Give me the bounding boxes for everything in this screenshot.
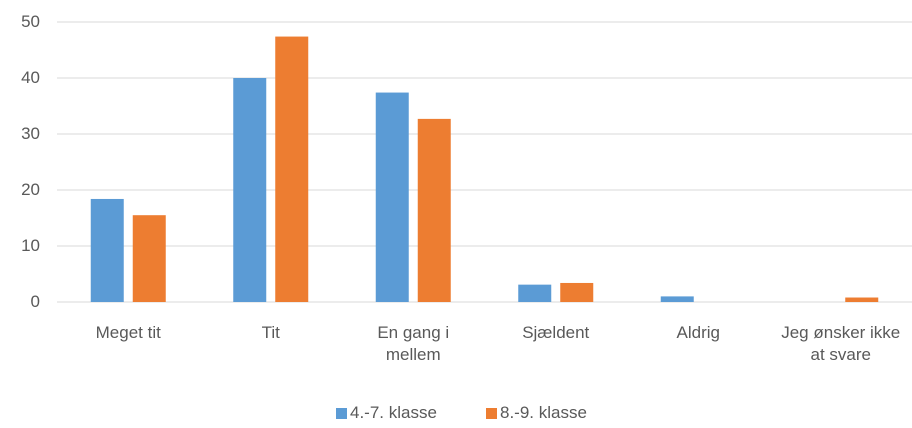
y-tick-label: 0 [30, 292, 40, 311]
y-tick-label: 50 [21, 12, 40, 31]
legend-swatch [336, 408, 347, 419]
y-tick-label: 30 [21, 124, 40, 143]
x-tick-label: Sjældent [522, 323, 590, 342]
legend-label: 8.-9. klasse [500, 403, 587, 422]
y-tick-label: 10 [21, 236, 40, 255]
y-tick-label: 40 [21, 68, 40, 87]
bar [275, 36, 309, 303]
bar [375, 92, 409, 302]
legend-label: 4.-7. klasse [350, 403, 437, 422]
bar [132, 215, 166, 302]
bar [233, 78, 267, 302]
bar [518, 284, 552, 302]
bar [560, 282, 594, 302]
bar [845, 297, 879, 302]
x-tick-label: Jeg ønsker ikke at svare [781, 323, 901, 364]
x-tick-label: Meget tit [95, 323, 161, 342]
bar [660, 296, 694, 302]
y-tick-label: 20 [21, 180, 40, 199]
x-tick-label: En gang i mellem [377, 323, 450, 364]
bar [417, 118, 451, 302]
legend-swatch [486, 408, 497, 419]
x-tick-label: Tit [261, 323, 280, 342]
x-tick-label: Aldrig [676, 323, 720, 342]
bar [90, 198, 124, 302]
